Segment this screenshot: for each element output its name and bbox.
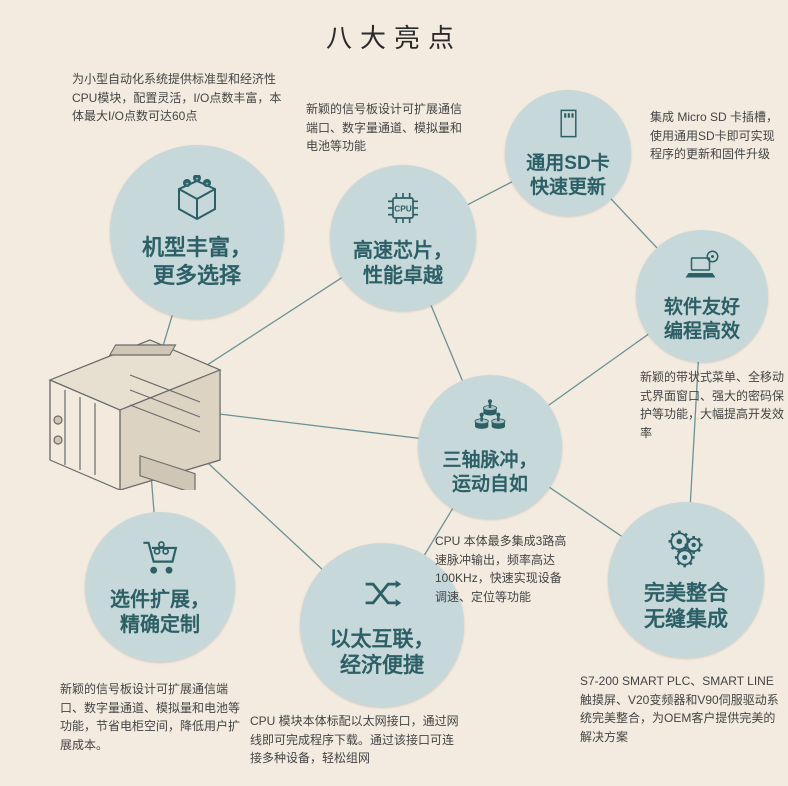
feature-node-label: 软件友好编程高效 <box>664 296 740 344</box>
box-plus-icon: + + + <box>173 175 221 228</box>
feature-desc-n8: 新颖的信号板设计可扩展通信端口、数字量通道、模拟量和电池等功能，节省电柜空间，降… <box>60 680 245 754</box>
feature-node-n2: CPU 高速芯片，性能卓越 <box>330 165 476 311</box>
feature-node-label: 通用SD卡快速更新 <box>526 152 609 200</box>
feature-desc-n3: 集成 Micro SD 卡插槽，使用通用SD卡即可实现程序的更新和固件升级 <box>650 108 780 164</box>
edge-n2-n3 <box>468 182 512 205</box>
svg-text:+: + <box>205 182 209 188</box>
sd-card-icon <box>551 106 586 146</box>
feature-node-label: 机型丰富，更多选择 <box>142 234 252 289</box>
feature-node-n1: + + + 机型丰富，更多选择 <box>110 145 284 319</box>
edge-n5-n6 <box>550 487 622 536</box>
feature-desc-n1: 为小型自动化系统提供标准型和经济性CPU模块，配置灵活，I/O点数丰富，本体最大… <box>72 70 282 126</box>
edge-n2-n5 <box>431 305 462 380</box>
shuffle-icon <box>360 571 405 621</box>
plc-device-illustration <box>30 320 240 495</box>
cart-icon <box>140 536 181 582</box>
gears-icon <box>665 527 708 575</box>
svg-text:+: + <box>195 177 199 183</box>
feature-node-label: 完美整合无缝集成 <box>644 581 728 634</box>
svg-text:CPU: CPU <box>394 203 412 213</box>
edge-n5-n4 <box>549 334 649 405</box>
svg-text:+: + <box>185 182 189 188</box>
feature-node-n8: 选件扩展，精确定制 <box>85 512 235 662</box>
feature-node-n6: 完美整合无缝集成 <box>608 502 764 658</box>
feature-node-n5: 三轴脉冲，运动自如 <box>418 375 562 519</box>
feature-node-label: 以太互联，经济便捷 <box>330 627 435 680</box>
feature-desc-n7: CPU 模块本体标配以太网接口，通过网线即可完成程序下载。通过该接口可连接多种设… <box>250 712 460 768</box>
feature-node-n4: 软件友好编程高效 <box>636 230 768 362</box>
feature-node-n3: 通用SD卡快速更新 <box>505 90 631 216</box>
feature-node-label: 高速芯片，性能卓越 <box>353 239 453 289</box>
feature-node-label: 三轴脉冲，运动自如 <box>442 449 537 497</box>
triple-knob-icon <box>470 398 510 443</box>
feature-desc-n6: S7-200 SMART PLC、SMART LINE 触摸屏、V20变频器和V… <box>580 672 780 746</box>
feature-desc-n5: CPU 本体最多集成3路高速脉冲输出，频率高达100KHz，快速实现设备调速、定… <box>435 532 570 606</box>
edge-n3-n4 <box>611 199 657 248</box>
page-title: 八大亮点 <box>0 18 788 55</box>
cpu-icon: CPU <box>383 188 423 233</box>
feature-node-label: 选件扩展，精确定制 <box>110 588 210 638</box>
laptop-disc-icon <box>684 249 720 290</box>
feature-desc-n4: 新颖的带状式菜单、全移动式界面窗口、强大的密码保护等功能，大幅提高开发效率 <box>640 368 785 442</box>
feature-desc-n2: 新颖的信号板设计可扩展通信端口、数字量通道、模拟量和电池等功能 <box>306 100 471 156</box>
